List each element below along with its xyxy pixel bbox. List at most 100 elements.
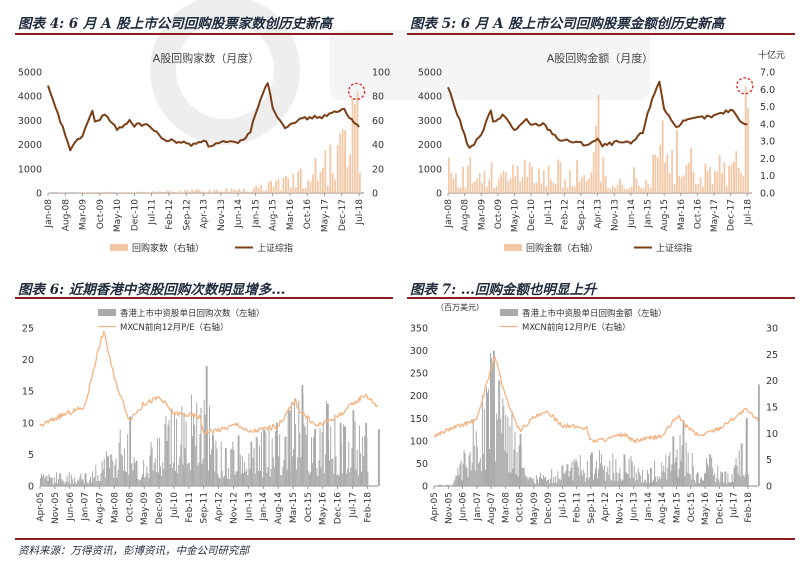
bar — [649, 187, 652, 193]
bar — [480, 471, 482, 486]
chart-7: 0 50 100 150 200 250 300 350 0 5 10 15 20 25 30 （百万美元） A… — [410, 302, 778, 525]
bar — [133, 457, 135, 486]
bar-peak — [107, 191, 110, 193]
legend-label: 香港上市中资股单日回购次数（左轴） — [120, 308, 265, 319]
bar — [522, 467, 524, 486]
bar — [255, 436, 257, 486]
bar — [604, 464, 606, 486]
bar — [126, 471, 128, 486]
bar — [611, 480, 613, 486]
bar — [683, 175, 685, 193]
bar — [221, 470, 223, 486]
bar — [546, 480, 548, 486]
bar — [571, 461, 573, 486]
bar — [559, 162, 562, 193]
bar — [460, 460, 462, 486]
bar — [573, 459, 575, 486]
y-right-tick-label: 5 — [766, 455, 772, 466]
bar — [144, 477, 146, 486]
bar — [151, 447, 153, 486]
bar — [273, 466, 275, 486]
legend-label: 回购金额（右轴） — [526, 242, 598, 254]
bar — [149, 192, 151, 193]
x-tick-label: Jun-14 — [234, 199, 244, 229]
panel-title-5: 图表 5: 6 月 A 股上市公司回购股票金额创历史新高 — [410, 16, 725, 32]
bar-peak — [721, 472, 724, 486]
bar — [62, 192, 65, 193]
bar — [566, 463, 568, 486]
bar — [699, 478, 701, 486]
bar — [193, 190, 196, 193]
x-tick-label: Mar-08 — [501, 492, 511, 523]
bar-peak — [623, 454, 626, 486]
bar — [620, 479, 622, 486]
bar — [333, 473, 335, 486]
bar — [740, 172, 742, 193]
x-tick-label: Mar-15 — [289, 492, 299, 523]
bar — [334, 179, 337, 193]
bar — [284, 436, 286, 486]
bar — [323, 472, 325, 486]
bar — [442, 484, 444, 486]
x-tick-label: Sep-12 — [577, 199, 587, 231]
x-tick-label: Jul-11 — [544, 199, 554, 226]
bar — [474, 470, 476, 486]
bar — [505, 172, 507, 193]
bar — [483, 170, 486, 193]
bar — [215, 440, 217, 486]
bar — [735, 151, 738, 193]
x-tick-label: Oct-15 — [687, 492, 697, 522]
bar — [271, 438, 273, 486]
bar — [728, 482, 730, 486]
x-tick-label: Dec-09 — [544, 492, 554, 524]
bar — [635, 472, 637, 486]
bar — [592, 479, 594, 486]
bar — [534, 484, 536, 486]
bar — [299, 432, 301, 486]
bar — [61, 478, 63, 486]
bar — [448, 157, 450, 193]
y-left-tick-label: 2000 — [18, 140, 42, 151]
bar — [685, 165, 688, 193]
bar — [147, 473, 149, 486]
bar — [124, 191, 127, 193]
bar — [272, 186, 275, 193]
bar — [595, 125, 597, 193]
bar — [648, 483, 650, 486]
bar — [657, 476, 659, 486]
bar-peak — [619, 179, 621, 193]
bar-peak — [690, 148, 693, 193]
bar — [578, 475, 580, 486]
bar — [196, 403, 198, 486]
y-left-tick-label: 50 — [416, 459, 428, 470]
bar-peak — [652, 154, 655, 193]
bar — [569, 470, 571, 486]
bar — [678, 175, 681, 193]
bar — [544, 477, 546, 486]
y-right-tick-label: 20 — [766, 376, 778, 387]
bar — [161, 191, 164, 193]
x-tick-label: Jan-07 — [473, 492, 483, 522]
bar — [178, 464, 180, 486]
bar — [697, 184, 700, 193]
bar — [476, 446, 478, 486]
y-left-tick-label: 250 — [410, 369, 428, 380]
bar — [234, 474, 236, 486]
bar — [325, 401, 327, 486]
bar — [155, 471, 157, 486]
y-left-tick-label: 15 — [22, 387, 34, 398]
bar-peak — [301, 384, 304, 486]
bar — [479, 457, 481, 486]
bar — [357, 475, 359, 486]
bar — [186, 463, 188, 486]
x-tick-label: May-16 — [701, 492, 711, 525]
bar — [235, 190, 238, 193]
bar — [257, 188, 260, 193]
bar — [439, 484, 441, 486]
bar — [568, 476, 570, 486]
x-tick-label: Jul-18 — [743, 199, 753, 226]
bar — [713, 475, 715, 486]
bar — [89, 476, 91, 486]
bar — [695, 474, 697, 486]
bar — [615, 458, 617, 486]
